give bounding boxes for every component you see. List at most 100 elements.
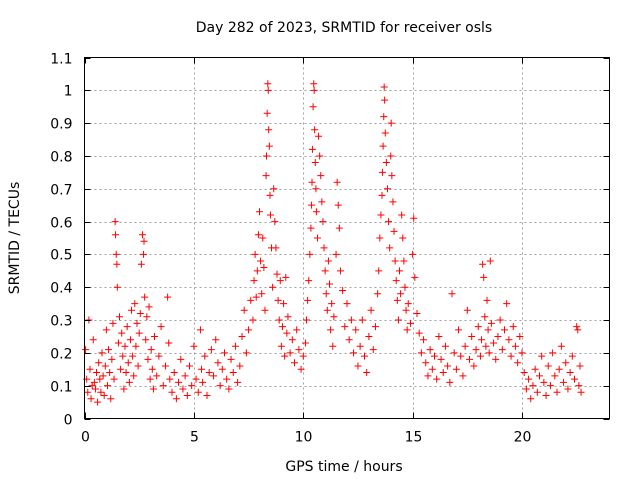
data-point [457,352,465,360]
data-point [192,375,200,383]
data-point [153,372,161,380]
data-point [496,316,504,324]
data-point [377,211,385,219]
data-point [406,319,414,327]
data-point [199,378,207,386]
data-point [146,375,154,383]
data-point [144,355,152,363]
data-point [328,300,336,308]
data-point [205,369,213,377]
data-point [179,385,187,393]
data-point [391,257,399,265]
data-point [91,385,99,393]
data-point [145,303,153,311]
data-point [253,267,261,275]
data-point [105,346,113,354]
data-point [271,218,279,226]
data-point [142,336,150,344]
data-point [96,375,104,383]
data-point [390,227,398,235]
data-point [256,208,263,216]
data-point [95,359,103,367]
data-point [365,332,373,340]
data-point [424,372,432,380]
data-point [326,280,333,288]
data-point [247,296,255,304]
data-point [551,372,559,380]
data-point [386,244,394,252]
data-point [333,178,341,186]
data-point [97,388,105,396]
y-tick-label: 1 [64,84,73,100]
data-point [90,378,98,386]
data-point [381,129,389,137]
data-point [216,382,224,390]
y-tick-label: 0 [64,413,73,429]
data-point [249,316,257,324]
data-point [389,198,397,206]
data-point [509,323,517,331]
data-point [128,306,136,314]
data-point [308,145,316,153]
data-point [306,250,314,258]
data-point [155,352,163,360]
data-point [149,385,157,393]
data-point [299,352,307,360]
data-point [394,316,402,324]
data-point [181,372,189,380]
data-point [194,388,202,396]
data-point [266,211,274,219]
data-point [466,355,473,363]
data-point [280,300,288,308]
data-point [311,126,319,134]
data-point [132,342,140,350]
data-point [113,283,121,291]
data-point [490,339,498,347]
data-point [129,352,137,360]
data-point [335,224,343,232]
data-point [236,362,244,370]
data-point [99,372,107,380]
data-point [448,290,456,298]
data-point [231,342,239,350]
data-point [288,336,296,344]
data-point [420,336,428,344]
data-point [387,119,395,127]
y-tick-labels: 0 0.1 0.2 0.3 0.4 0.5 0.6 0.7 0.8 0.9 1 1.1 [50,52,72,429]
data-point [109,319,117,327]
data-point [308,178,316,186]
data-point [518,349,526,357]
data-point [275,316,283,324]
data-point [379,142,387,150]
x-axis-label: GPS time / hours [285,459,402,475]
data-point [84,388,92,396]
data-point [251,250,259,258]
data-point [201,352,209,360]
data-point [527,395,535,403]
data-point [536,372,543,380]
data-point [270,185,278,193]
data-point [166,375,174,383]
data-point [107,395,115,403]
data-point [210,372,218,380]
data-point [546,382,554,390]
data-point [345,336,353,344]
data-point [560,378,568,386]
data-point [341,323,349,331]
data-point [354,362,362,370]
data-point [212,336,220,344]
y-tick-label: 0.8 [50,150,72,166]
data-point [186,362,193,370]
data-point [297,365,305,373]
data-point [343,300,351,308]
data-point [376,234,384,242]
data-point [138,231,146,239]
data-point [507,352,515,360]
data-point [317,172,325,180]
data-point [312,185,320,193]
data-point [272,244,280,252]
data-point [382,159,390,167]
data-point [441,342,449,350]
data-point [525,375,533,383]
